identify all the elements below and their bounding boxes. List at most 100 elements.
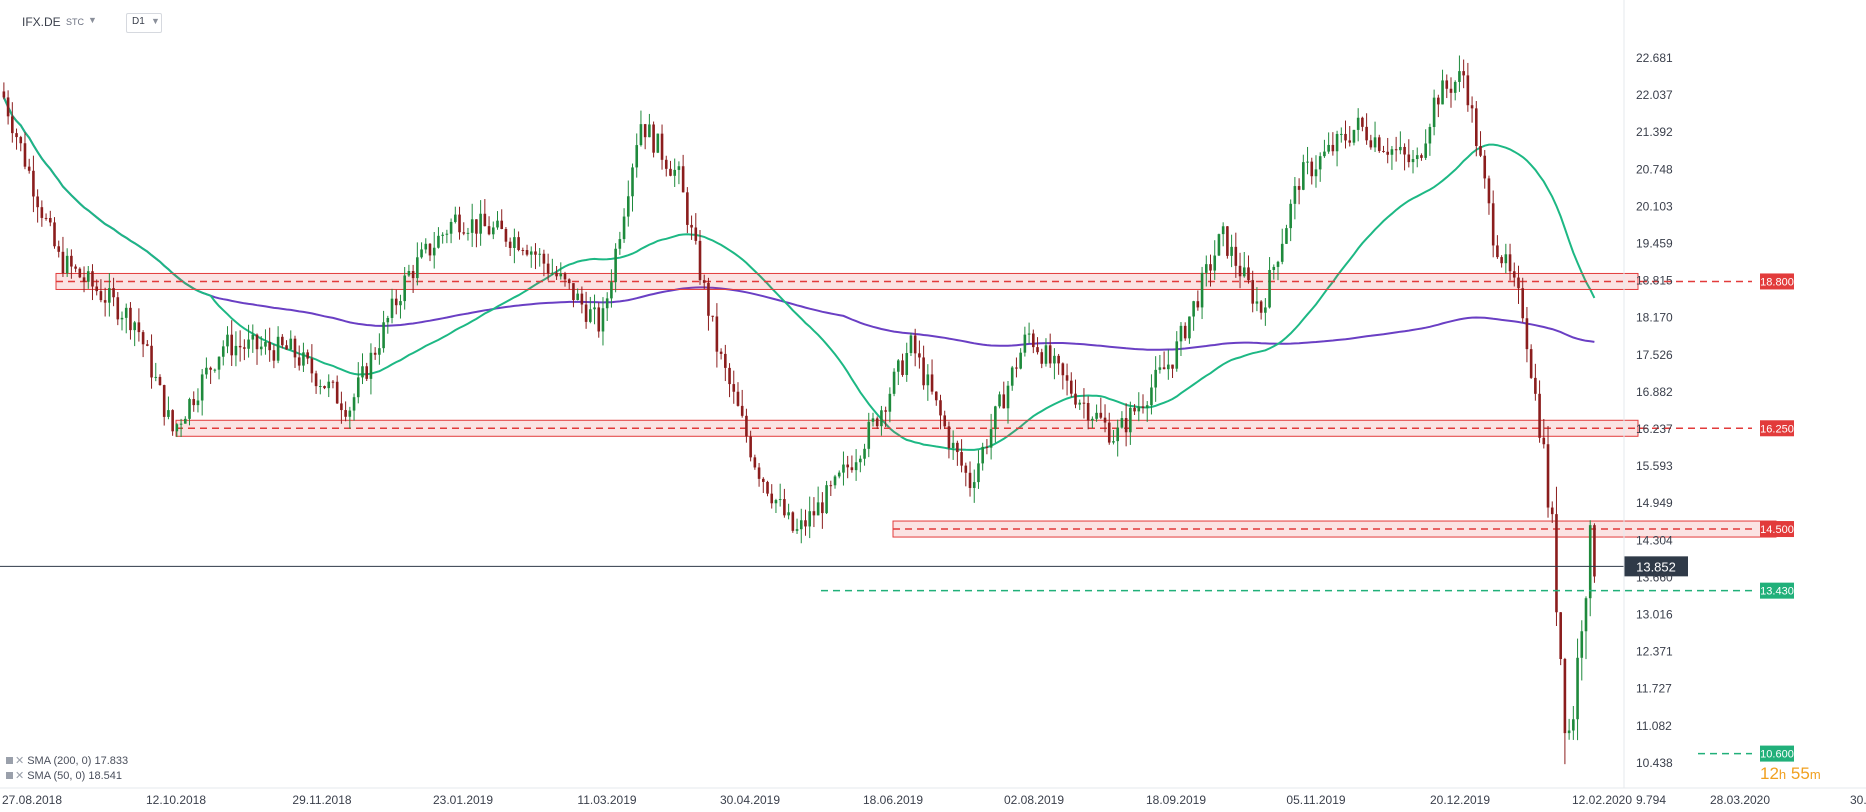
candle-body: [1057, 355, 1060, 364]
candle-body: [783, 499, 786, 516]
candle-body: [968, 472, 972, 488]
legend-sma50-label: SMA (50, 0) 18.541: [27, 770, 122, 782]
timeframe-dropdown-icon[interactable]: ▼: [151, 16, 160, 26]
candle-body: [1103, 417, 1107, 423]
candle-body: [243, 347, 246, 349]
candlesticks: [2, 55, 1596, 765]
candle-body: [289, 338, 293, 350]
legend-sma200[interactable]: ✕ SMA (200, 0) 17.833: [6, 754, 128, 767]
y-tick-label: 14.949: [1636, 496, 1673, 510]
candle-body: [335, 381, 339, 404]
candle-body: [487, 226, 491, 235]
candle-body: [610, 282, 613, 299]
candle-body: [989, 429, 993, 448]
y-tick-label: 12.371: [1636, 645, 1673, 659]
remove-icon[interactable]: ✕: [15, 755, 25, 767]
x-tick-label: 30.04.2019: [720, 793, 780, 807]
candle-body: [91, 271, 94, 287]
x-tick-label: 30.04.2020: [1850, 793, 1866, 807]
candle-body: [441, 234, 444, 236]
candle-body: [1496, 245, 1499, 258]
candle-body: [479, 213, 482, 234]
candle-body: [546, 263, 550, 274]
timer-hours: 12: [1760, 764, 1779, 783]
candle-body: [496, 220, 499, 228]
candle-body: [1019, 352, 1022, 369]
candle-body: [1154, 369, 1157, 388]
candle-body: [597, 307, 601, 332]
symbol-type-label[interactable]: STC: [66, 17, 84, 27]
candle-body: [238, 345, 242, 348]
candle-body: [842, 464, 845, 473]
candle-body: [175, 424, 179, 432]
symbol-label[interactable]: IFX.DE: [22, 15, 61, 29]
candle-body: [1192, 301, 1195, 317]
x-tick-label: 27.08.2018: [2, 793, 62, 807]
candle-body: [745, 415, 748, 437]
candle-body: [1015, 367, 1018, 369]
candle-body: [1572, 719, 1575, 731]
x-tick-label: 28.03.2020: [1710, 793, 1770, 807]
candle-body: [285, 345, 288, 350]
candle-body: [1167, 364, 1170, 370]
candle-body: [1099, 412, 1103, 418]
candle-body: [1449, 88, 1453, 93]
candle-body: [74, 266, 77, 269]
candle-body: [1272, 266, 1276, 270]
candle-body: [584, 304, 588, 322]
candle-body: [850, 467, 854, 471]
symbol-dropdown-icon[interactable]: ▼: [88, 15, 97, 25]
candle-body: [901, 360, 904, 375]
y-tick-label: 16.237: [1636, 422, 1673, 436]
candle-body: [1428, 126, 1432, 144]
candle-body: [19, 137, 23, 144]
candle-body: [1183, 325, 1187, 339]
candle-body: [403, 275, 406, 302]
candle-body: [48, 218, 52, 223]
candle-body: [753, 457, 757, 468]
candle-body: [23, 143, 27, 167]
y-tick-label: 9.794: [1636, 793, 1666, 807]
candle-body: [1356, 117, 1360, 130]
y-tick-label: 11.727: [1636, 682, 1672, 696]
timeframe-label[interactable]: D1: [132, 16, 145, 27]
candle-body: [213, 369, 217, 371]
timeframe-select[interactable]: [126, 13, 162, 33]
candle-body: [1555, 514, 1558, 613]
candle-body: [462, 232, 466, 234]
candle-body: [53, 222, 56, 247]
resistance-zones: 18.800 16.250 14.500: [55, 272, 1794, 538]
candle-body: [859, 458, 862, 463]
legend-sma50[interactable]: ✕ SMA (50, 0) 18.541: [6, 769, 122, 782]
candle-body: [1504, 254, 1508, 264]
candle-body: [449, 221, 453, 234]
candle-body: [1331, 144, 1335, 152]
support-price-label: 13.430: [1760, 586, 1794, 598]
candle-body: [78, 268, 82, 278]
timer-m: m: [1809, 767, 1821, 782]
candle-body: [673, 169, 676, 176]
remove-icon[interactable]: ✕: [15, 770, 25, 782]
candle-body: [1475, 108, 1478, 146]
candle-body: [698, 240, 702, 281]
resistance-price-label: 14.500: [1760, 524, 1794, 536]
candle-body: [1479, 145, 1482, 156]
candle-body: [1158, 367, 1162, 370]
candle-body: [576, 293, 579, 300]
candle-body: [281, 336, 284, 346]
candle-body: [1365, 126, 1368, 141]
y-tick-label: 13.016: [1636, 607, 1673, 621]
candle-body: [1044, 345, 1048, 364]
candle-body: [1200, 272, 1204, 308]
candle-body: [1487, 178, 1491, 204]
candle-body: [234, 345, 238, 356]
candle-body: [1255, 301, 1259, 304]
candle-body: [1053, 355, 1056, 364]
candle-body: [816, 502, 820, 516]
candle-body: [348, 410, 352, 417]
candle-body: [454, 214, 457, 222]
candle-body: [36, 196, 39, 208]
candle-body: [230, 334, 234, 356]
x-tick-label: 29.11.2018: [292, 793, 351, 807]
